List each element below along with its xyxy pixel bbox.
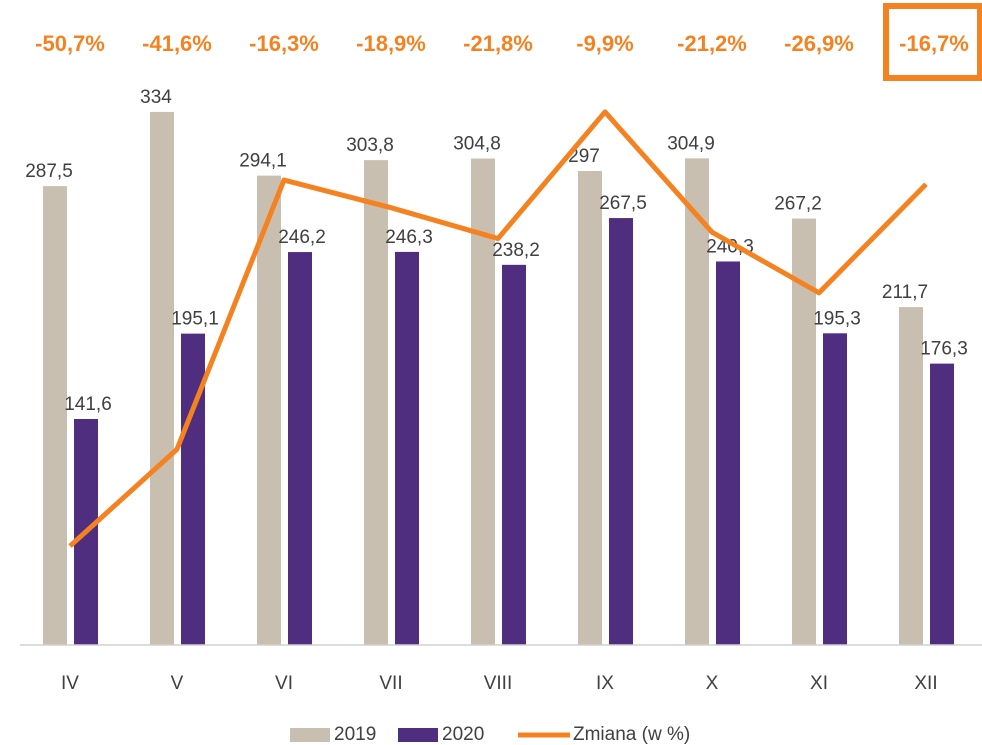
- value-label: 297: [568, 146, 600, 167]
- legend-label: Zmiana (w %): [573, 724, 690, 745]
- value-label: 141,6: [64, 394, 112, 415]
- percent-label: -16,7%: [899, 31, 969, 56]
- bar: [578, 170, 602, 645]
- legend-label: 2020: [442, 724, 484, 745]
- bar: [150, 111, 174, 646]
- value-label: 304,9: [667, 133, 715, 154]
- bar: [502, 264, 526, 645]
- x-tick-label: XI: [810, 673, 828, 694]
- bar: [257, 175, 281, 645]
- value-label: 267,5: [599, 193, 647, 214]
- value-label: 303,8: [346, 135, 394, 156]
- value-label: 195,3: [813, 308, 861, 329]
- value-label: 294,1: [239, 151, 287, 172]
- x-tick-label: V: [171, 673, 184, 694]
- x-tick-label: IV: [61, 673, 79, 694]
- x-tick-label: VI: [275, 673, 293, 694]
- bar: [395, 251, 419, 645]
- x-tick-label: IX: [596, 673, 614, 694]
- bar: [181, 333, 205, 645]
- percent-label: -21,2%: [677, 31, 747, 56]
- percent-label: -18,9%: [356, 31, 426, 56]
- x-tick-label: XII: [914, 673, 937, 694]
- x-tick-label: VII: [379, 673, 402, 694]
- percent-label: -50,7%: [35, 31, 105, 56]
- value-label: 287,5: [25, 161, 73, 182]
- x-tick-label: X: [706, 673, 719, 694]
- value-label: 195,1: [171, 309, 219, 330]
- percent-label: -26,9%: [784, 31, 854, 56]
- legend-label: 2019: [334, 724, 376, 745]
- bar: [685, 158, 709, 646]
- bar: [471, 158, 495, 646]
- bar: [716, 261, 740, 645]
- value-label: 246,3: [385, 227, 433, 248]
- bar: [364, 160, 388, 645]
- bar: [609, 218, 633, 645]
- value-label: 238,2: [492, 240, 540, 261]
- bar: [930, 363, 954, 645]
- percent-label: -41,6%: [142, 31, 212, 56]
- value-label: 267,2: [774, 194, 822, 215]
- bar: [899, 307, 923, 645]
- percent-label: -9,9%: [576, 31, 633, 56]
- value-label: 240,3: [706, 236, 754, 257]
- bar: [43, 186, 67, 645]
- value-label: 246,2: [278, 227, 326, 248]
- value-label: 304,8: [453, 134, 501, 155]
- legend-swatch: [398, 728, 438, 742]
- value-label: 211,7: [882, 282, 928, 303]
- percent-label: -21,8%: [463, 31, 533, 56]
- legend-swatch: [290, 728, 330, 742]
- x-tick-label: VIII: [484, 673, 513, 694]
- bar: [288, 252, 312, 645]
- value-label: 176,3: [920, 339, 968, 360]
- percent-label: -16,3%: [249, 31, 319, 56]
- highlight-box: [883, 3, 982, 81]
- change-line: [68, 109, 928, 548]
- bar: [823, 333, 847, 645]
- value-label: 334: [140, 87, 172, 108]
